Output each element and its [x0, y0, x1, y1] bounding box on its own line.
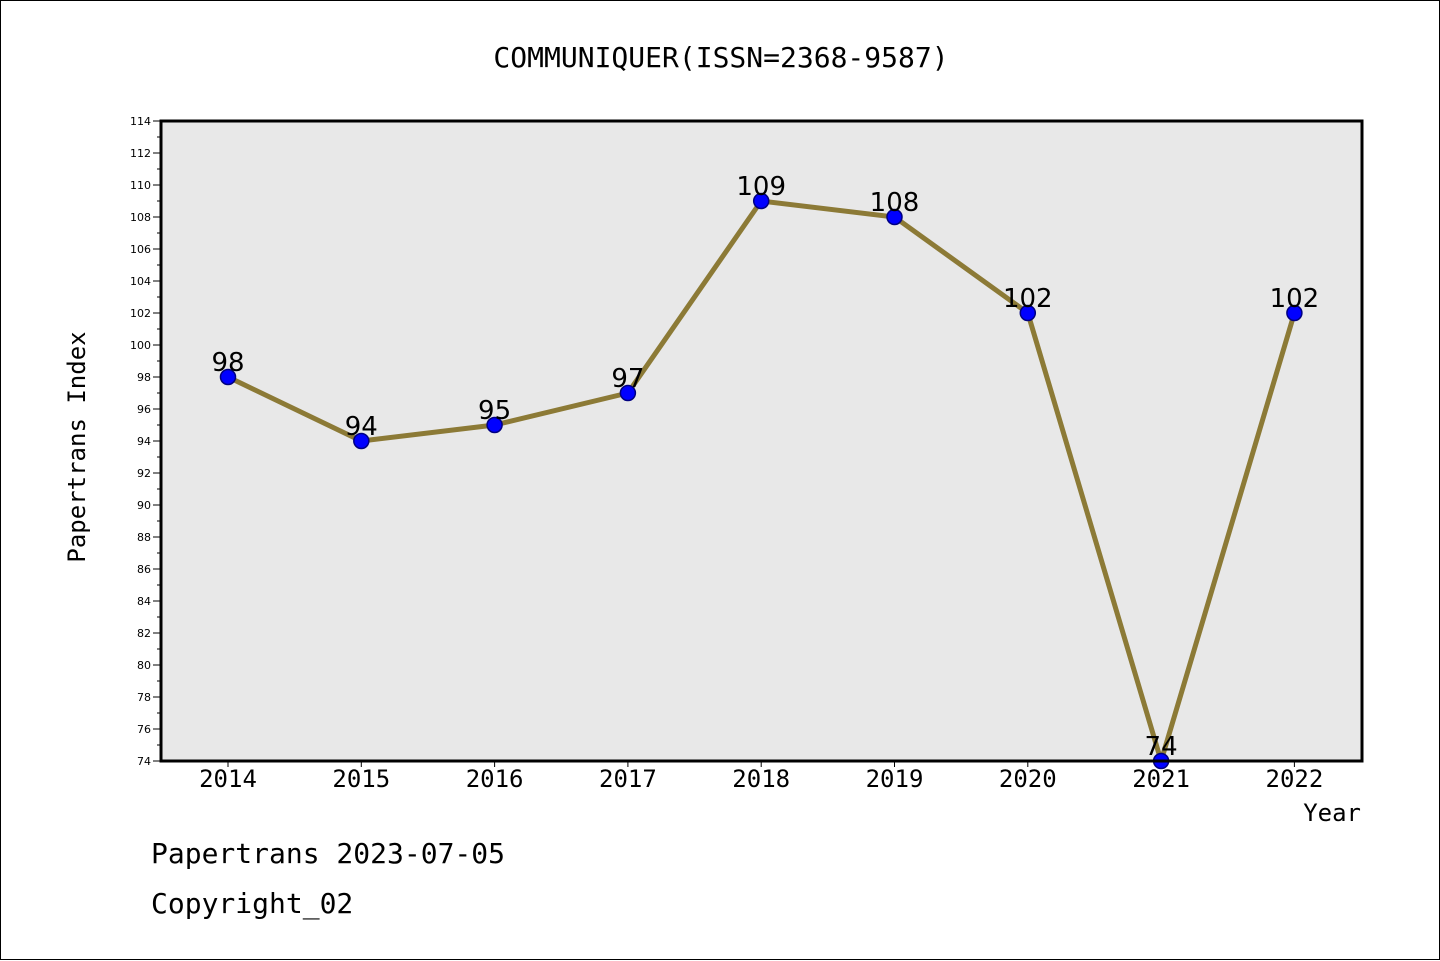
- data-label: 74: [1145, 732, 1178, 762]
- y-tick-label: 82: [137, 627, 151, 640]
- data-point: [886, 208, 903, 226]
- x-tick-label: 2022: [1266, 765, 1324, 793]
- x-tick-label: 2014: [199, 765, 257, 793]
- data-label: 108: [870, 188, 920, 218]
- data-label: 98: [211, 348, 244, 378]
- y-tick-label: 98: [137, 371, 151, 384]
- x-tick-label: 2020: [999, 765, 1057, 793]
- data-labels: 98 94 95 97 109 108 102 74 102: [211, 172, 1319, 762]
- data-point: [219, 368, 237, 386]
- y-tick-label: 76: [137, 723, 151, 736]
- y-tick-label: 110: [130, 179, 151, 192]
- y-tick-label: 102: [130, 307, 151, 320]
- footer-date: Papertrans 2023-07-05: [151, 837, 506, 870]
- y-tick-label: 104: [130, 275, 151, 288]
- data-point: [1019, 304, 1037, 322]
- x-tick-label: 2018: [732, 765, 790, 793]
- data-point: [353, 432, 370, 450]
- y-axis: 74 76 78 80 82 84 86 88 90 92 94 96 98 100 102 104 106 10…: [130, 115, 161, 768]
- plot-area: [161, 121, 1362, 761]
- y-tick-label: 88: [137, 531, 151, 544]
- x-axis: 2014 2015 2016 2017 2018 2019 2020 2021 2022: [199, 761, 1323, 793]
- y-tick-label: 108: [130, 211, 151, 224]
- data-label: 97: [611, 364, 644, 394]
- chart-title: COMMUNIQUER(ISSN=2368-9587): [493, 41, 948, 74]
- y-tick-label: 106: [130, 243, 151, 256]
- plot-frame: [159, 119, 1364, 763]
- y-tick-label: 92: [137, 467, 151, 480]
- data-points: [219, 192, 1303, 770]
- data-point: [619, 384, 637, 402]
- data-point: [752, 192, 770, 210]
- data-point: [486, 416, 503, 434]
- x-tick-label: 2016: [466, 765, 524, 793]
- x-tick-label: 2017: [599, 765, 657, 793]
- y-tick-label: 84: [137, 595, 151, 608]
- y-tick-label: 78: [137, 691, 151, 704]
- x-axis-label: Year: [1303, 799, 1361, 827]
- data-label: 94: [345, 412, 378, 442]
- data-label: 102: [1270, 284, 1320, 314]
- y-tick-label: 74: [137, 755, 151, 768]
- y-axis-label: Papertrans Index: [63, 331, 91, 562]
- y-tick-label: 112: [130, 147, 151, 160]
- footer-copyright: Copyright_02: [151, 887, 354, 920]
- x-tick-label: 2019: [866, 765, 924, 793]
- x-tick-label: 2021: [1132, 765, 1190, 793]
- y-tick-label: 94: [137, 435, 151, 448]
- y-tick-label: 86: [137, 563, 151, 576]
- data-label: 109: [736, 172, 786, 202]
- y-tick-label: 96: [137, 403, 151, 416]
- data-label: 102: [1003, 284, 1053, 314]
- data-point: [1286, 304, 1303, 322]
- y-tick-label: 100: [130, 339, 151, 352]
- data-label: 95: [478, 396, 511, 426]
- y-tick-label: 80: [137, 659, 151, 672]
- y-tick-label: 90: [137, 499, 151, 512]
- y-tick-label: 114: [130, 115, 151, 128]
- x-tick-label: 2015: [332, 765, 390, 793]
